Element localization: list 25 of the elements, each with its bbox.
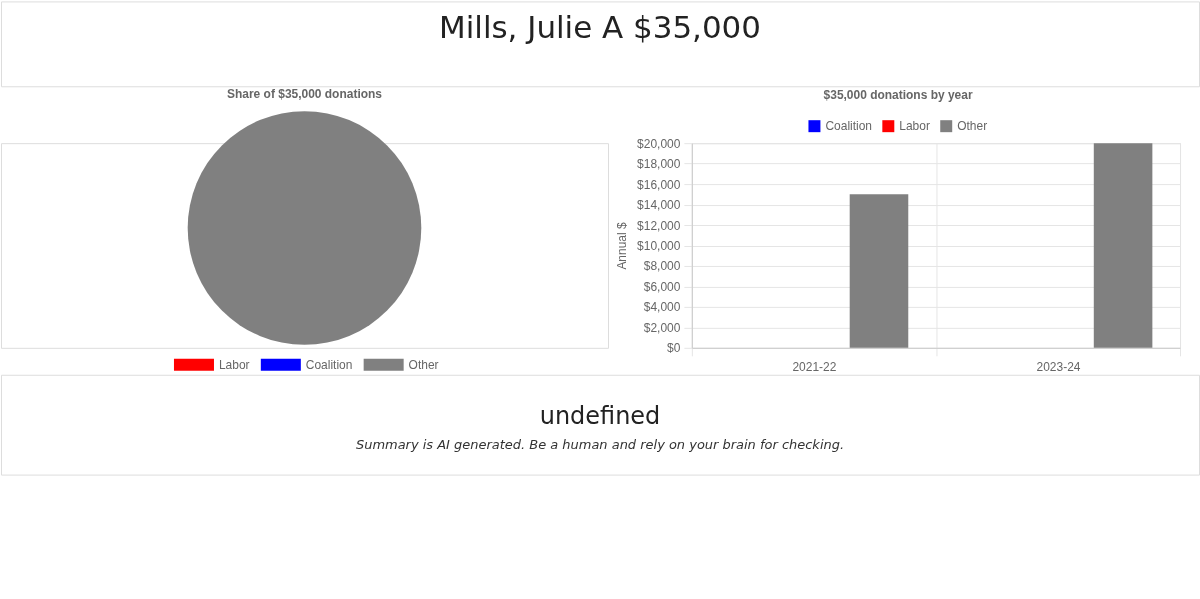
y-tick-label: $4,000 — [643, 300, 681, 315]
text: Summary is AI generated. Be a human and rely on your brain for checking. — [355, 436, 845, 452]
legend-label: Coalition — [305, 357, 353, 372]
legend-label: Labor — [899, 119, 930, 134]
text: undefined — [539, 401, 661, 430]
y-tick-label: $6,000 — [643, 279, 681, 294]
y-tick-label: $2,000 — [643, 320, 681, 335]
y-tick-label: $10,000 — [637, 238, 681, 253]
x-tick-label: 2021-22 — [792, 360, 837, 375]
y-tick-label: $14,000 — [637, 198, 681, 213]
legend-label: Other — [957, 119, 988, 134]
y-axis-title: Annual $ — [615, 222, 630, 270]
text: Mills, Julie A $35,000 — [439, 9, 761, 46]
y-tick-label: $0 — [667, 341, 681, 356]
chart-title: Share of $35,000 donations — [227, 87, 383, 102]
legend-label: Other — [408, 357, 439, 372]
y-tick-label: $12,000 — [637, 218, 681, 233]
y-tick-label: $18,000 — [637, 157, 681, 172]
x-tick-label: 2023-24 — [1036, 360, 1081, 375]
y-tick-label: $20,000 — [637, 136, 681, 151]
legend-label: Labor — [218, 357, 250, 372]
chart-title: $35,000 donations by year — [823, 88, 973, 103]
y-tick-label: $8,000 — [643, 259, 681, 274]
legend-label: Coalition — [825, 119, 872, 134]
y-tick-label: $16,000 — [637, 177, 681, 192]
